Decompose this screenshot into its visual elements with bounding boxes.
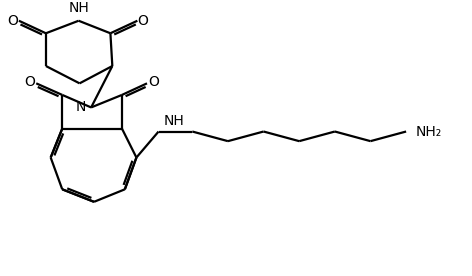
- Text: N: N: [76, 100, 86, 115]
- Text: NH₂: NH₂: [416, 124, 442, 139]
- Text: O: O: [148, 75, 159, 89]
- Text: O: O: [8, 14, 18, 28]
- Text: O: O: [24, 75, 35, 89]
- Text: NH: NH: [163, 114, 184, 128]
- Text: NH: NH: [68, 1, 89, 15]
- Text: O: O: [138, 14, 149, 28]
